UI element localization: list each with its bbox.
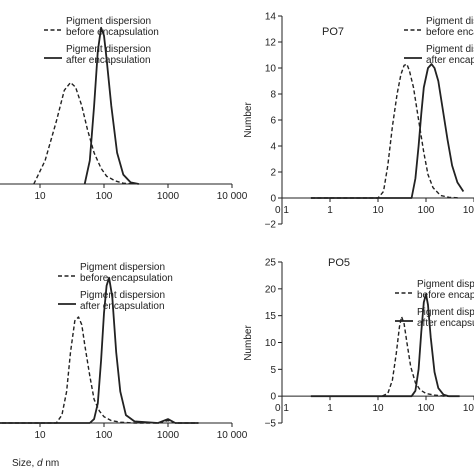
legend-entry: Pigment dispersion xyxy=(66,44,151,55)
y-tick-label: −2 xyxy=(265,220,277,231)
legend-entry: Pigment dispersion xyxy=(80,290,165,301)
y-tick-label: 20 xyxy=(265,284,277,295)
y-tick-label: 15 xyxy=(265,311,277,322)
y-tick-label: 6 xyxy=(270,116,276,127)
x-tick-label: 1 xyxy=(327,205,333,216)
legend-entry: before encapsulation xyxy=(426,27,474,38)
x-tick-label: 100 xyxy=(418,403,435,414)
y-tick-label: −5 xyxy=(265,419,277,430)
x-tick-label: 1000 xyxy=(463,205,474,216)
y-tick-label: 10 xyxy=(265,64,277,75)
y-tick-label: 14 xyxy=(265,12,277,23)
y-tick-label: 0 xyxy=(270,392,276,403)
x-tick-label: 1000 xyxy=(157,430,180,441)
y-tick-label: 0 xyxy=(270,194,276,205)
x-tick-label: 10 xyxy=(34,191,46,202)
x-tick-label: 1000 xyxy=(463,403,474,414)
y-axis-label: Number xyxy=(243,102,254,138)
x-tick-label: 100 xyxy=(418,205,435,216)
series-line-before xyxy=(33,81,135,185)
x-tick-label: 10 000 xyxy=(217,191,248,202)
panel-title: PO5 xyxy=(328,257,350,269)
x-tick-label: 10 000 xyxy=(217,430,248,441)
legend-entry: Pigment dispersion xyxy=(417,307,474,318)
x-tick-label: 10 xyxy=(34,430,46,441)
y-tick-label: 2 xyxy=(270,168,276,179)
legend-entry: after encapsulation xyxy=(417,318,474,329)
y-tick-label: 25 xyxy=(265,258,277,269)
x-tick-label: 100 xyxy=(96,191,113,202)
chart-panel-bottom-right: 0.1110100100010 000−50510152025PO5Number… xyxy=(243,257,474,430)
legend-entry: Pigment dispersion xyxy=(66,16,151,27)
series-line-before xyxy=(310,316,460,397)
x-tick-label: 10 xyxy=(372,403,384,414)
series-line-after xyxy=(310,293,460,398)
x-tick-label: 100 xyxy=(96,430,113,441)
chart-panel-top-right: 0.1110100100010 000−202468101214PO7Numbe… xyxy=(243,12,474,231)
series-line-after xyxy=(0,276,199,424)
series-line-before xyxy=(310,63,460,199)
legend-entry: Pigment dispersion xyxy=(426,16,474,27)
y-tick-label: 12 xyxy=(265,38,277,49)
legend-entry: Pigment dispersion xyxy=(80,262,165,273)
y-tick-label: 8 xyxy=(270,90,276,101)
legend-entry: Pigment dispersion xyxy=(426,44,474,55)
series-line-after xyxy=(83,26,139,185)
legend-entry: before encapsulation xyxy=(80,273,173,284)
legend-entry: after encapsulation xyxy=(66,55,151,66)
y-tick-label: 4 xyxy=(270,142,276,153)
x-tick-label: 1 xyxy=(327,403,333,414)
y-tick-label: 10 xyxy=(265,338,277,349)
series-line-before xyxy=(0,316,199,424)
legend-entry: after encapsulation xyxy=(426,55,474,66)
chart-panel-bottom-left: 10 100 1000 10 000 Size, d nm Pigment dispers… xyxy=(0,262,248,469)
x-axis-label: Size, d nm xyxy=(12,458,59,469)
legend-entry: before encapsulation xyxy=(66,27,159,38)
legend-entry: before encapsulation xyxy=(417,290,474,301)
y-axis-label: Number xyxy=(243,325,254,361)
series-line-after xyxy=(310,63,465,199)
y-tick-label: 5 xyxy=(270,365,276,376)
legend-entry: Pigment dispersion xyxy=(417,279,474,290)
x-tick-label: 10 xyxy=(372,205,384,216)
x-tick-label: 1000 xyxy=(157,191,180,202)
legend-entry: after encapsulation xyxy=(80,301,165,312)
panel-title: PO7 xyxy=(322,26,344,38)
